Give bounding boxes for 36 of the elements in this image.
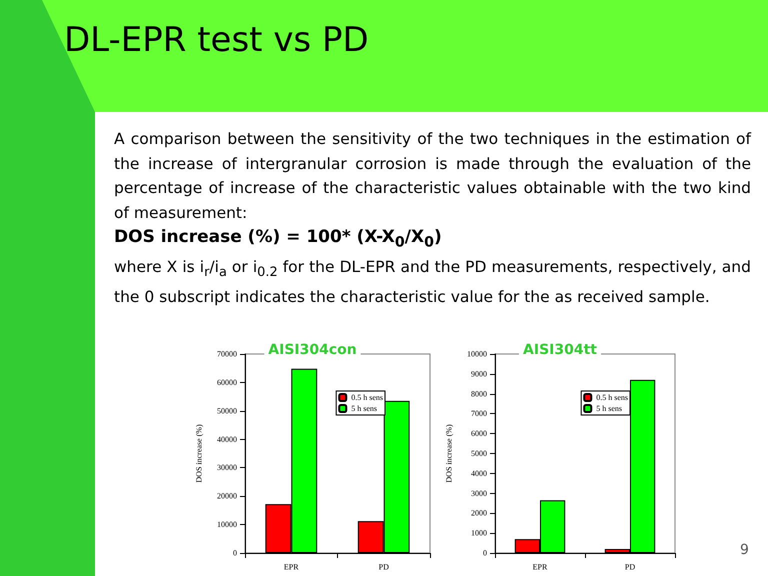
y-tick-label: 6000: [471, 429, 487, 438]
text: DOS increase (%) = 100* (X-X$_{0}$/X$_{0}$): [114, 226, 443, 252]
chart-title: AISI304tt: [523, 342, 598, 358]
y-tick-label: 0: [233, 548, 237, 558]
y-axis-title: DOS increase (%): [444, 424, 454, 483]
x-tick-label: PD: [378, 562, 390, 572]
y-tick-label: 50000: [217, 406, 237, 416]
text: where X is i$_{r}$/i$_{a}$ or i$_{0.2}$ for the DL-EPR and the PD measurements, respectively, and the 0 subscript indicates the characteristic value for the as received sample.: [114, 256, 751, 308]
y-axis-title: DOS increase (%): [194, 424, 204, 483]
y-tick-label: 4000: [471, 468, 487, 478]
y-tick-label: 3000: [471, 488, 487, 498]
chart-title: AISI304con: [268, 342, 357, 358]
y-tick-label: 70000: [217, 350, 237, 358]
y-tick-label: 20000: [217, 492, 237, 501]
y-tick-label: 30000: [217, 463, 237, 472]
legend-label: 0.5 h sens: [351, 393, 384, 402]
x-tick-label: PD: [624, 562, 636, 572]
y-tick-label: 7000: [471, 409, 487, 418]
y-tick-label: 40000: [217, 434, 237, 444]
text: DL-EPR test vs PD: [64, 20, 369, 60]
text: 9: [740, 542, 749, 558]
x-tick-label: EPR: [284, 562, 300, 572]
y-tick-label: 0: [483, 548, 487, 558]
y-tick-label: 10000: [217, 520, 237, 530]
text: A comparison between the sensitivity of the two techniques in the estimation of the increase of intergranular corrosion is made through the evaluation of the percentage of increase of the characteristic values obtainable with the two kind of measurement:: [114, 129, 751, 224]
y-tick-label: 8000: [471, 389, 487, 398]
y-tick-label: 10000: [467, 350, 487, 358]
y-tick-label: 1000: [471, 528, 487, 538]
y-tick-label: 60000: [217, 378, 237, 387]
y-tick-label: 2000: [471, 508, 487, 518]
legend-label: 0.5 h sens: [596, 393, 628, 402]
legend-label: 5 h sens: [596, 404, 622, 413]
legend-label: 5 h sens: [351, 404, 378, 413]
x-tick-label: EPR: [532, 562, 548, 572]
y-tick-label: 5000: [471, 449, 487, 458]
y-tick-label: 9000: [471, 369, 487, 378]
